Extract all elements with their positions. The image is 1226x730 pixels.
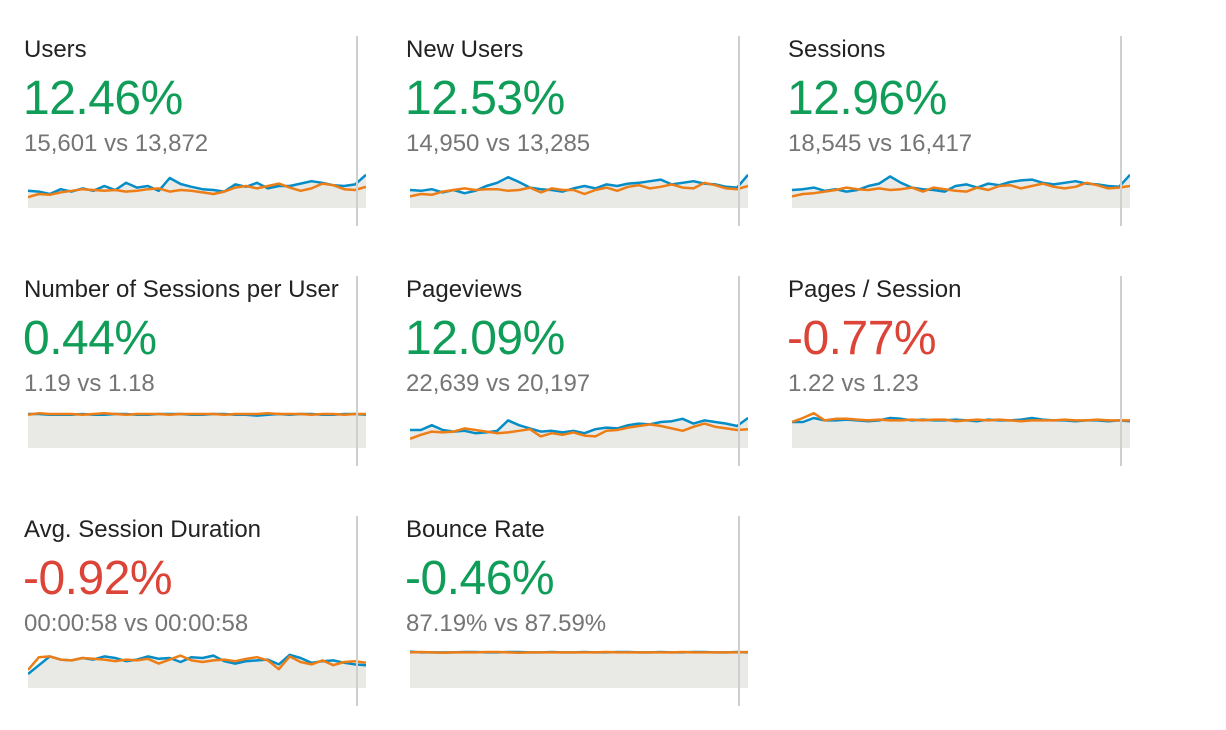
metric-title: Number of Sessions per User (24, 276, 339, 303)
metric-card-avg-session-duration[interactable]: Avg. Session Duration -0.92% 00:00:58 vs… (0, 516, 366, 706)
metric-change-percent: 12.09% (405, 312, 565, 365)
sparkline-area (792, 418, 1130, 448)
sparkline-previous-period (410, 181, 748, 198)
metric-title: Sessions (788, 36, 886, 63)
metric-comparison: 87.19% vs 87.59% (406, 610, 607, 637)
metric-comparison: 15,601 vs 13,872 (24, 130, 209, 157)
metric-change-percent: -0.77% (787, 312, 937, 365)
sparkline-chart (410, 650, 748, 688)
metric-card-pageviews[interactable]: Pageviews 12.09% 22,639 vs 20,197 (382, 276, 748, 466)
sparkline-previous-period (28, 654, 366, 671)
metric-change-percent: -0.46% (405, 552, 555, 605)
sparkline-current-period (792, 173, 1130, 193)
metric-card-users[interactable]: Users 12.46% 15,601 vs 13,872 (0, 36, 366, 226)
sparkline-previous-period (28, 411, 366, 417)
metric-title: Pageviews (406, 276, 523, 303)
sparkline-area (28, 414, 366, 448)
sparkline-chart (792, 411, 1130, 448)
metric-comparison: 00:00:58 vs 00:00:58 (24, 610, 249, 637)
metric-card-sessions[interactable]: Sessions 12.96% 18,545 vs 16,417 (764, 36, 1130, 226)
sparkline-chart (410, 173, 748, 208)
metric-change-percent: 12.46% (23, 72, 183, 125)
metric-title: Bounce Rate (406, 516, 545, 543)
metric-change-percent: 0.44% (23, 312, 157, 365)
sparkline-previous-period (28, 182, 366, 199)
metric-title: New Users (406, 36, 524, 63)
metric-title: Users (24, 36, 87, 63)
sparkline-previous-period (792, 411, 1130, 424)
sparkline-previous-period (792, 181, 1130, 198)
metric-card-pages-per-session[interactable]: Pages / Session -0.77% 1.22 vs 1.23 (764, 276, 1130, 466)
metric-comparison: 14,950 vs 13,285 (406, 130, 591, 157)
metric-comparison: 1.19 vs 1.18 (24, 370, 155, 397)
sparkline-previous-period (410, 422, 748, 440)
sparkline-area (410, 651, 748, 688)
sparkline-chart (410, 416, 748, 448)
sparkline-chart (28, 653, 366, 688)
metric-title: Avg. Session Duration (24, 516, 262, 543)
sparkline-current-period (410, 173, 748, 195)
metric-card-new-users[interactable]: New Users 12.53% 14,950 vs 13,285 (382, 36, 748, 226)
sparkline-chart (28, 411, 366, 448)
metric-title: Pages / Session (788, 276, 962, 303)
sparkline-chart (28, 173, 366, 208)
metric-comparison: 18,545 vs 16,417 (788, 130, 973, 157)
sparkline-current-period (410, 416, 748, 435)
metric-change-percent: 12.96% (787, 72, 947, 125)
metric-comparison: 1.22 vs 1.23 (788, 370, 919, 397)
metric-change-percent: -0.92% (23, 552, 173, 605)
metric-card-sessions-per-user[interactable]: Number of Sessions per User 0.44% 1.19 v… (0, 276, 366, 466)
metric-card-bounce-rate[interactable]: Bounce Rate -0.46% 87.19% vs 87.59% (382, 516, 748, 706)
metric-change-percent: 12.53% (405, 72, 565, 125)
sparkline-chart (792, 173, 1130, 208)
metric-comparison: 22,639 vs 20,197 (406, 370, 591, 397)
sparkline-previous-period (410, 650, 748, 655)
